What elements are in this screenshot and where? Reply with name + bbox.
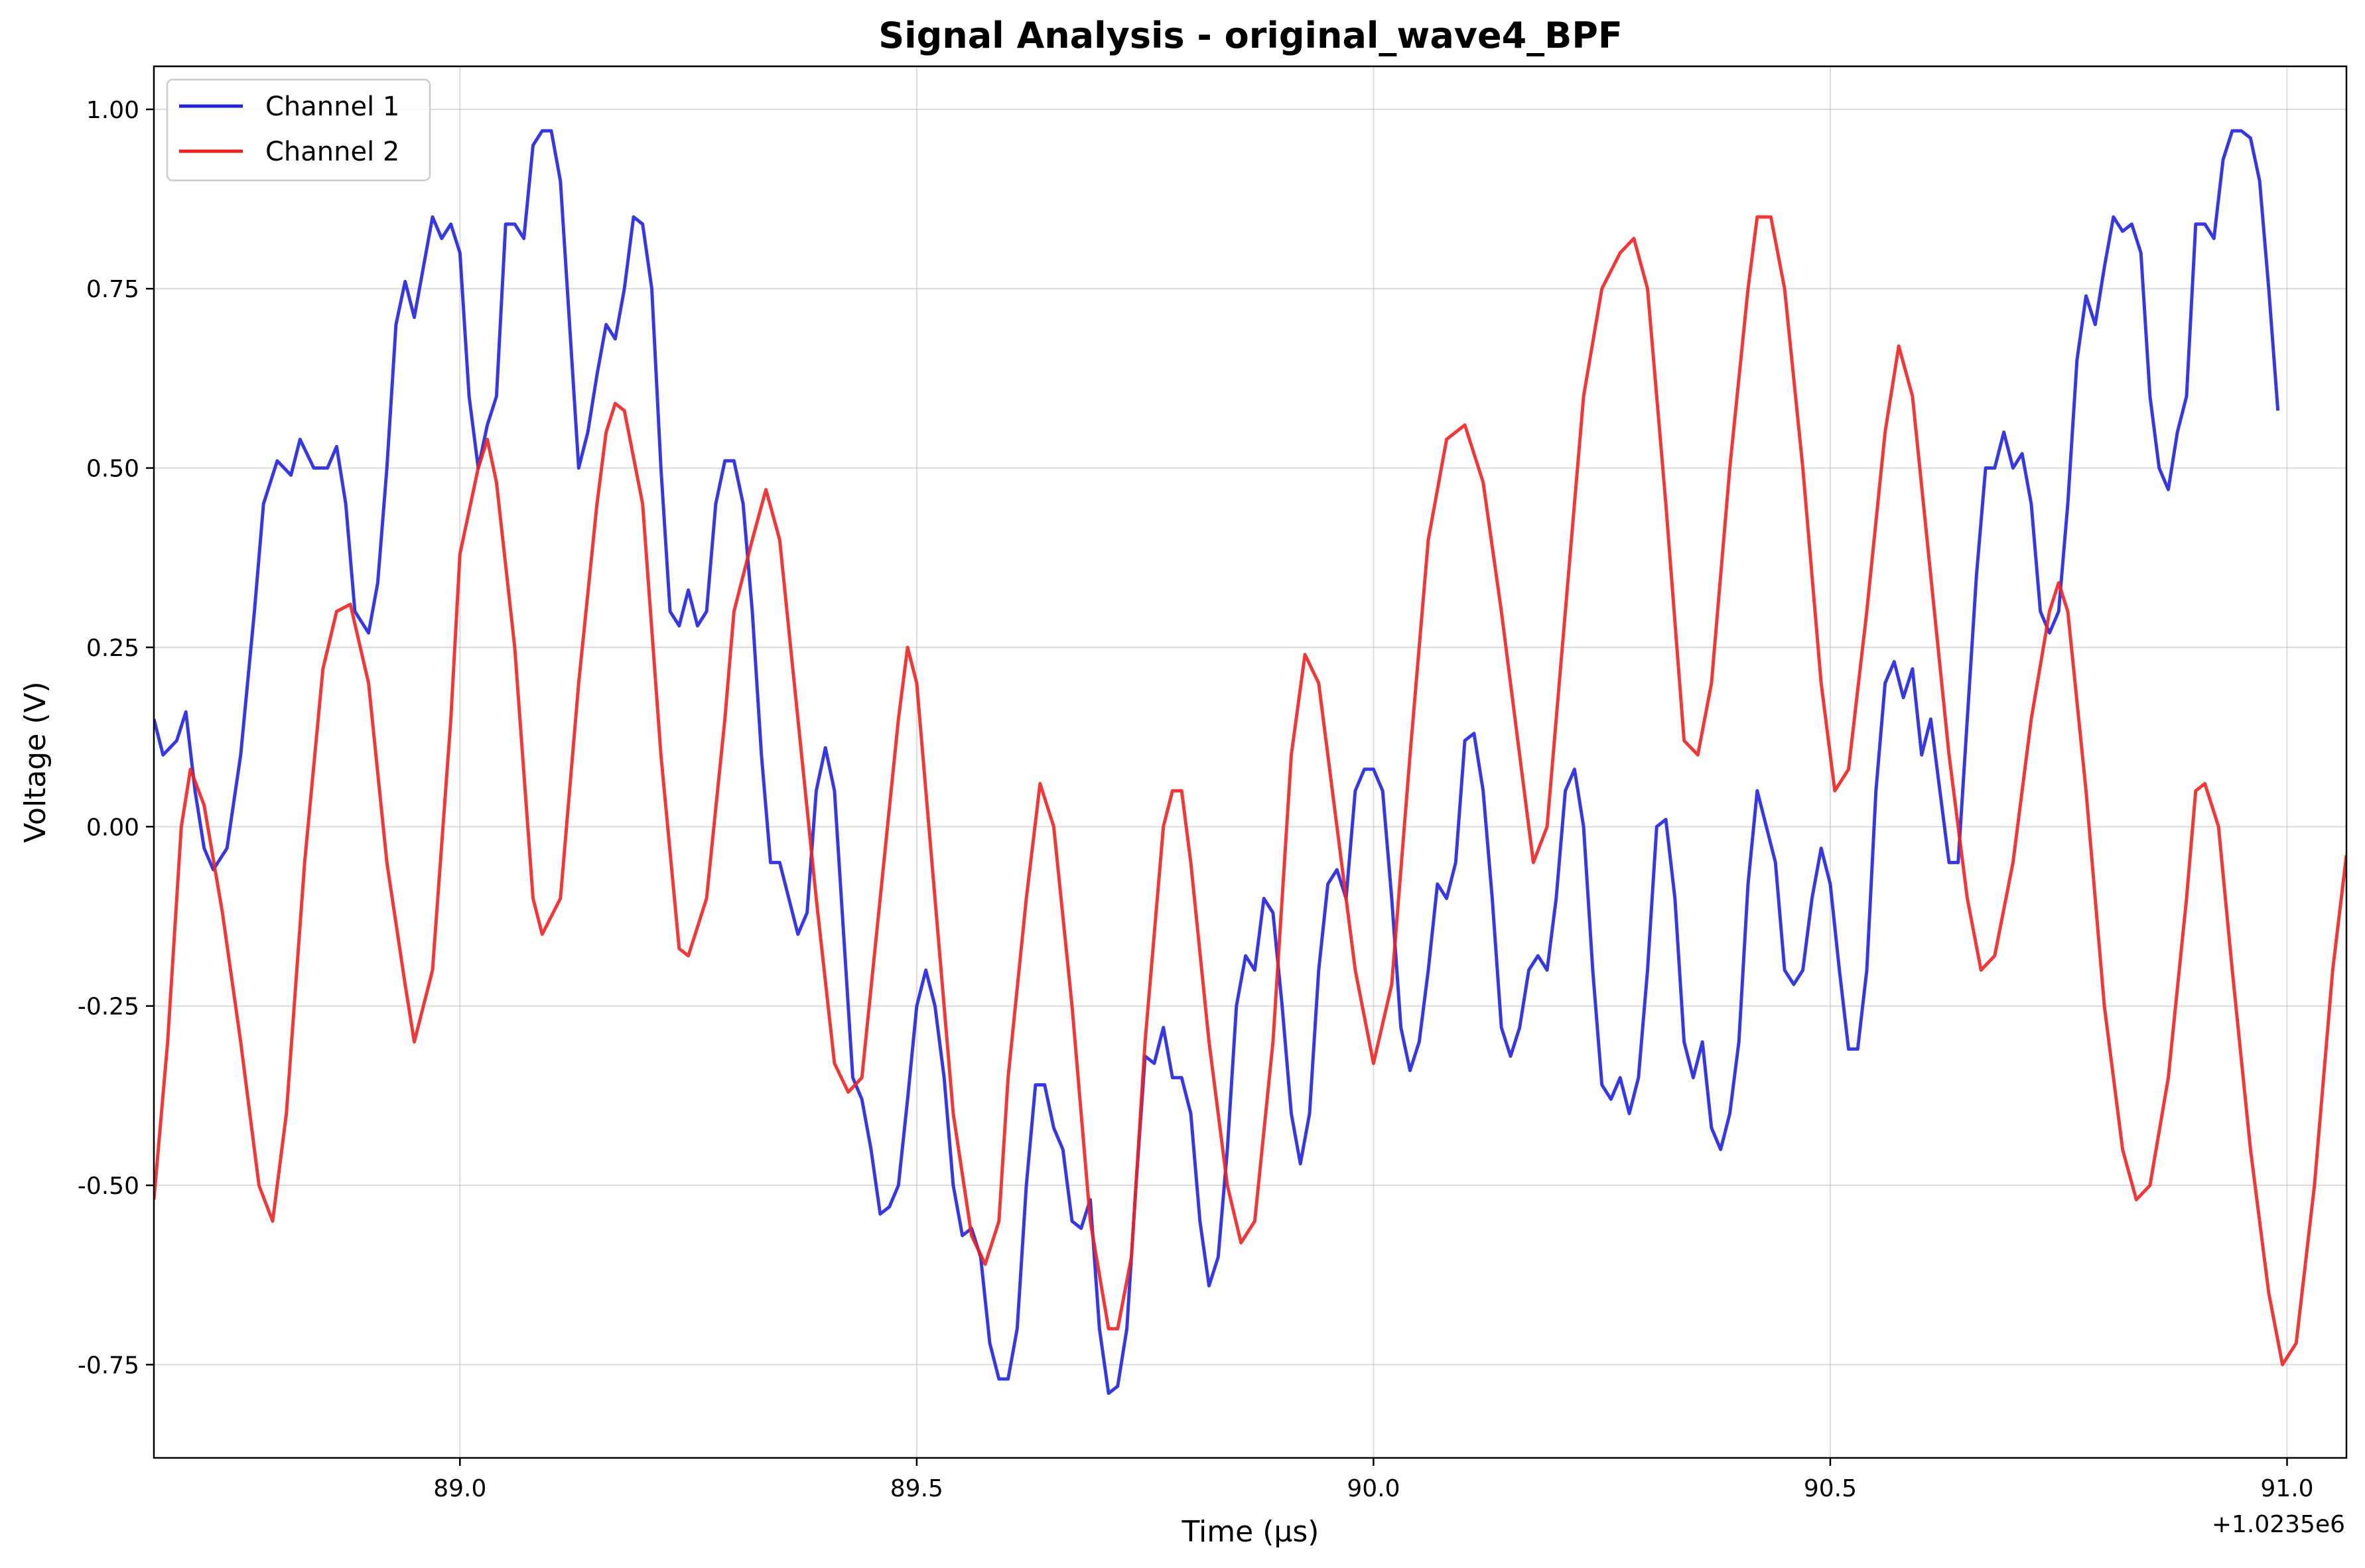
y-axis-ticks: 1.00 0.75 0.50 0.25 0.00 -0.25 -0.50 -0.75	[78, 97, 154, 1379]
x-tick-label: 90.5	[1804, 1475, 1857, 1502]
plot-series	[154, 129, 2346, 1396]
x-tick-label: 89.5	[890, 1475, 943, 1502]
y-tick-label: -0.50	[78, 1173, 139, 1200]
legend-label-channel-1: Channel 1	[265, 92, 399, 122]
legend-label-channel-2: Channel 2	[265, 137, 399, 167]
plot-frame	[153, 65, 2348, 1459]
y-axis-label: Voltage (V)	[19, 681, 52, 842]
y-tick-label: -0.75	[78, 1352, 139, 1379]
series-line-channel-2	[154, 215, 2346, 1366]
x-tick-label: 89.0	[433, 1475, 486, 1502]
legend: Channel 1 Channel 2	[166, 78, 431, 182]
x-axis-offset-label: +1.0235e6	[2212, 1511, 2345, 1538]
y-tick-label: 0.50	[86, 456, 139, 483]
x-axis-label: Time (µs)	[1182, 1515, 1319, 1549]
y-tick-label: 1.00	[86, 97, 139, 124]
y-tick-label: 0.75	[86, 276, 139, 303]
chart-title: Signal Analysis - original_wave4_BPF	[878, 15, 1623, 56]
y-tick-label: -0.25	[78, 994, 139, 1021]
x-tick-label: 90.0	[1347, 1475, 1400, 1502]
x-axis-ticks: 89.0 89.5 90.0 90.5 91.0	[433, 1458, 2314, 1502]
x-tick-label: 91.0	[2260, 1475, 2313, 1502]
y-tick-label: 0.00	[86, 814, 139, 841]
y-tick-label: 0.25	[86, 635, 139, 662]
grid	[154, 66, 2346, 1458]
series-line-channel-1	[154, 129, 2280, 1396]
